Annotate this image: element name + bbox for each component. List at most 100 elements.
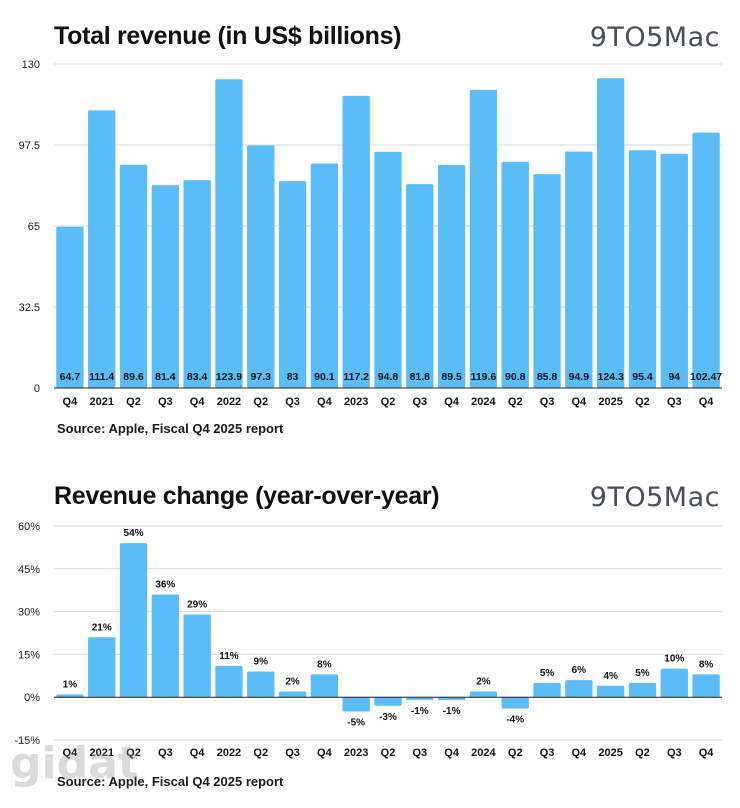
data-label: 90.8 (505, 371, 526, 383)
x-tick-label: Q3 (158, 747, 173, 759)
bar (310, 674, 339, 698)
x-tick-label: Q2 (508, 747, 523, 759)
data-label: 9% (254, 657, 269, 668)
bar (278, 181, 307, 388)
data-label: 4% (603, 671, 618, 682)
x-tick-label: Q4 (699, 396, 715, 408)
x-tick-label: Q3 (412, 747, 427, 759)
x-tick-label: 2023 (344, 396, 368, 408)
bar (596, 685, 625, 698)
data-label: 85.8 (537, 371, 558, 383)
bar (247, 671, 275, 698)
x-tick-label: Q4 (699, 747, 715, 759)
data-label: 5% (540, 668, 555, 679)
bar (151, 594, 180, 698)
bar (501, 161, 529, 388)
data-label: 124.3 (598, 371, 624, 383)
brand-logo: 9TO5Mac (589, 22, 720, 53)
x-tick-label: 2025 (598, 396, 622, 408)
data-label: -1% (411, 706, 429, 717)
x-tick-label: Q2 (253, 396, 268, 408)
revenue-chart-title: Total revenue (in US$ billions) (54, 22, 402, 50)
x-tick-label: Q2 (381, 747, 396, 759)
bar (374, 151, 402, 388)
data-label: 83.4 (187, 371, 208, 383)
data-label: 81.8 (410, 371, 431, 383)
x-tick-label: Q4 (572, 747, 588, 759)
bar (692, 674, 720, 698)
bar (56, 694, 84, 698)
data-label: 90.1 (314, 371, 335, 383)
x-tick-label: Q2 (126, 396, 141, 408)
bar (151, 185, 180, 388)
y-tick-label: 130 (22, 59, 40, 71)
x-tick-label: Q4 (63, 396, 79, 408)
data-label: 94 (668, 371, 680, 383)
brand-logo-2: 9TO5Mac (589, 482, 720, 513)
bar (596, 78, 625, 389)
x-tick-label: 2021 (89, 396, 113, 408)
change-source-note: Source: Apple, Fiscal Q4 2025 report (57, 774, 284, 789)
data-label: -3% (379, 712, 397, 723)
y-tick-label: 0 (34, 383, 40, 395)
data-label: 94.8 (378, 371, 399, 383)
x-tick-label: Q4 (444, 747, 460, 759)
x-tick-label: 2024 (471, 747, 496, 759)
data-label: 94.9 (569, 371, 590, 383)
x-tick-label: Q4 (190, 747, 206, 759)
data-label: 36% (155, 579, 175, 590)
bar (533, 174, 561, 388)
data-label: 8% (317, 659, 332, 670)
x-tick-label: 2024 (471, 396, 496, 408)
data-label: 89.5 (441, 371, 462, 383)
data-label: 95.4 (632, 371, 653, 383)
bar (692, 132, 720, 388)
bar (374, 697, 402, 706)
x-tick-label: Q2 (635, 396, 650, 408)
data-label: 97.3 (251, 371, 272, 383)
bar (119, 164, 148, 388)
bar (215, 79, 243, 389)
data-label: 119.6 (471, 371, 497, 383)
x-tick-label: Q3 (540, 747, 555, 759)
data-label: 102.47 (690, 371, 722, 383)
x-tick-label: 2023 (344, 747, 368, 759)
x-tick-label: Q4 (317, 396, 333, 408)
yoy-change-bar-chart: -15% 0% 15% 30% 45% 60% 1% Q4 21% 2021 54% Q2 36% Q3 2… (14, 521, 722, 759)
bar (342, 697, 370, 712)
bar (247, 145, 275, 388)
x-tick-label: Q3 (285, 747, 300, 759)
revenue-bar-chart: 0 32.5 65 97.5 130 64.7 Q4 111.4 2021 89.6 Q2 81.4 Q… (19, 59, 723, 408)
x-tick-label: Q2 (508, 396, 523, 408)
bar (565, 680, 593, 698)
bar (469, 691, 498, 698)
x-tick-label: Q3 (667, 396, 682, 408)
data-label: -5% (347, 717, 365, 728)
data-label: 2% (285, 676, 300, 687)
bar (660, 668, 688, 698)
data-label: 10% (664, 654, 684, 665)
y-tick-label: 32.5 (19, 302, 40, 314)
x-tick-label: Q3 (285, 396, 300, 408)
bar (183, 180, 211, 388)
data-label: 29% (187, 599, 207, 610)
x-tick-label: Q2 (635, 747, 650, 759)
data-label: 64.7 (60, 371, 81, 383)
data-label: 8% (699, 659, 714, 670)
bar (501, 697, 529, 709)
x-tick-label: Q3 (412, 396, 427, 408)
y-tick-label: 97.5 (19, 140, 40, 152)
bar (660, 153, 688, 388)
x-tick-label: Q4 (317, 747, 333, 759)
x-tick-label: 2021 (89, 747, 113, 759)
bar (310, 163, 339, 388)
bar (533, 682, 561, 698)
bar (342, 95, 370, 388)
bar (469, 89, 498, 389)
x-tick-label: Q4 (63, 747, 79, 759)
data-label: 123.9 (216, 371, 242, 383)
bar (88, 637, 116, 698)
x-tick-label: Q2 (381, 396, 396, 408)
bar (406, 697, 434, 701)
x-tick-label: Q4 (572, 396, 588, 408)
